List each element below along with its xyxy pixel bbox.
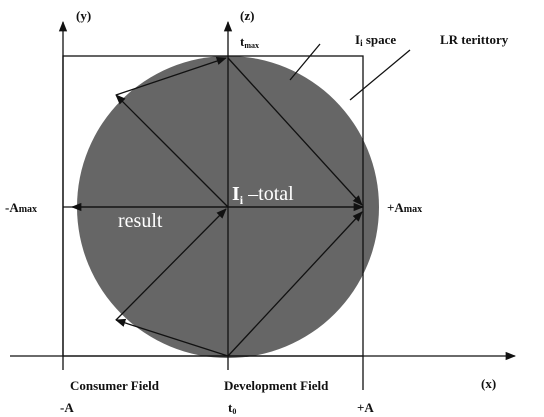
label-sub: max — [244, 41, 259, 50]
label-main: t — [240, 34, 245, 49]
arrows — [70, 43, 411, 357]
consumer-label: Consumer Field — [70, 378, 160, 393]
label-main: -A — [5, 200, 19, 215]
neg-a-label: -A — [60, 400, 74, 415]
label-sub: i — [240, 193, 244, 207]
label-main: +A — [387, 200, 404, 215]
itotal-label: Ii –total — [232, 183, 294, 207]
x-axis-label: (x) — [481, 376, 496, 391]
amax-neg-label: -Amax — [5, 200, 37, 215]
label-main: t — [228, 400, 233, 415]
t0-label: t0 — [228, 400, 236, 416]
tmax-label: tmax — [240, 34, 259, 50]
y-axis-label: (y) — [76, 8, 91, 23]
label-main: I — [355, 32, 360, 47]
label-rest: space — [363, 32, 397, 47]
development-label: Development Field — [224, 378, 329, 393]
label-sub: 0 — [232, 407, 236, 416]
label-main: I — [232, 183, 240, 205]
label-rest: –total — [243, 183, 294, 205]
lr-label: LR terittory — [440, 32, 509, 47]
pos-a-label: +A — [357, 400, 374, 415]
ispace-label: Ii space — [355, 32, 396, 48]
z-axis-label: (z) — [240, 8, 254, 23]
amax-pos-label: +Amax — [387, 200, 422, 215]
result-label: result — [118, 210, 163, 232]
label-sub: i — [360, 38, 363, 48]
label-sub: max — [404, 204, 422, 215]
label-sub: max — [19, 204, 37, 215]
